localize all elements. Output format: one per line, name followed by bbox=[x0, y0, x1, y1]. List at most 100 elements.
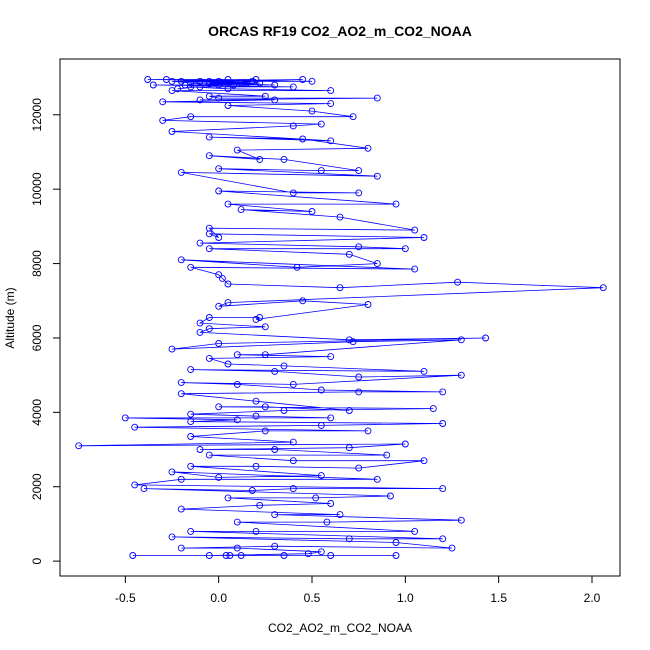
data-point bbox=[317, 120, 325, 128]
data-point bbox=[392, 552, 400, 559]
data-point bbox=[345, 535, 353, 543]
data-point bbox=[256, 501, 264, 509]
data-point bbox=[187, 366, 195, 374]
data-point bbox=[289, 122, 297, 130]
data-point bbox=[336, 213, 344, 221]
data-point bbox=[248, 487, 256, 494]
data-point bbox=[373, 94, 381, 102]
data-point bbox=[224, 280, 232, 288]
data-point bbox=[439, 420, 447, 427]
data-point bbox=[205, 451, 213, 459]
x-tick-label: 2.0 bbox=[584, 591, 601, 605]
data-point bbox=[373, 172, 381, 180]
data-point bbox=[215, 77, 223, 85]
y-tick-label: 8000 bbox=[30, 250, 44, 277]
data-point bbox=[187, 113, 195, 121]
data-point bbox=[411, 527, 419, 535]
data-point bbox=[280, 362, 288, 370]
data-point bbox=[168, 533, 176, 541]
data-point bbox=[457, 516, 465, 524]
data-point bbox=[457, 336, 465, 344]
data-point bbox=[131, 423, 139, 431]
data-point bbox=[454, 278, 462, 286]
data-point bbox=[261, 351, 269, 359]
data-point bbox=[261, 323, 269, 331]
data-point bbox=[196, 319, 204, 327]
data-point bbox=[121, 414, 129, 422]
data-point bbox=[256, 79, 264, 87]
data-point bbox=[205, 245, 213, 253]
data-point bbox=[252, 462, 260, 470]
data-point bbox=[224, 494, 232, 502]
data-point bbox=[289, 438, 297, 446]
x-tick-label: 0.0 bbox=[210, 591, 227, 605]
x-tick-label: 0.5 bbox=[304, 591, 321, 605]
x-tick-label: 1.5 bbox=[490, 591, 507, 605]
data-point bbox=[233, 351, 241, 359]
data-layer bbox=[75, 76, 607, 559]
data-point bbox=[187, 418, 195, 426]
data-point bbox=[349, 338, 357, 346]
data-point bbox=[289, 380, 297, 388]
data-point bbox=[355, 388, 363, 396]
data-point bbox=[187, 433, 195, 440]
data-point bbox=[411, 226, 419, 234]
data-point bbox=[429, 405, 437, 413]
data-point bbox=[159, 98, 167, 106]
data-point bbox=[392, 200, 400, 208]
data-point bbox=[205, 314, 213, 321]
data-point bbox=[233, 380, 241, 388]
data-point bbox=[205, 133, 213, 141]
data-point bbox=[271, 96, 279, 104]
x-tick-label: 1.0 bbox=[397, 591, 414, 605]
data-point bbox=[439, 535, 447, 543]
x-axis-title: CO2_AO2_m_CO2_NOAA bbox=[268, 621, 412, 635]
data-point bbox=[271, 446, 279, 453]
data-point bbox=[439, 388, 447, 396]
data-point bbox=[177, 256, 185, 264]
data-point bbox=[349, 113, 357, 121]
data-point bbox=[252, 527, 260, 535]
data-point bbox=[215, 234, 223, 241]
data-point bbox=[177, 77, 185, 85]
data-point bbox=[261, 92, 269, 100]
data-point bbox=[159, 116, 167, 124]
data-point bbox=[386, 492, 394, 500]
data-point bbox=[75, 442, 83, 450]
data-point bbox=[420, 457, 428, 465]
data-point bbox=[401, 245, 409, 253]
data-point bbox=[299, 76, 307, 83]
data-point bbox=[205, 354, 213, 362]
data-point bbox=[131, 481, 139, 489]
data-point bbox=[482, 334, 490, 342]
data-point bbox=[218, 274, 226, 282]
data-point bbox=[261, 427, 269, 435]
data-point bbox=[317, 386, 325, 394]
data-point bbox=[224, 200, 232, 208]
data-point bbox=[205, 224, 213, 232]
data-point bbox=[205, 325, 213, 333]
data-point bbox=[289, 189, 297, 197]
data-point bbox=[230, 81, 238, 89]
x-tick-label: -0.5 bbox=[115, 591, 136, 605]
data-point bbox=[252, 76, 260, 83]
data-point bbox=[411, 265, 419, 273]
data-point bbox=[233, 544, 241, 552]
data-point bbox=[215, 165, 223, 173]
data-point bbox=[448, 544, 456, 552]
data-point bbox=[392, 539, 400, 546]
data-point bbox=[196, 446, 204, 453]
y-axis: 0 2000 4000 6000 8000 10000 12000 bbox=[30, 98, 61, 564]
data-point bbox=[327, 353, 335, 361]
data-point bbox=[355, 243, 363, 251]
data-point bbox=[215, 403, 223, 411]
data-point bbox=[293, 263, 301, 271]
y-axis-title: Altitude (m) bbox=[3, 287, 17, 348]
data-point bbox=[256, 314, 264, 321]
data-point bbox=[205, 79, 213, 87]
data-point bbox=[196, 83, 204, 91]
data-point bbox=[222, 552, 230, 559]
data-point bbox=[233, 518, 241, 526]
y-tick-label: 10000 bbox=[30, 172, 44, 206]
